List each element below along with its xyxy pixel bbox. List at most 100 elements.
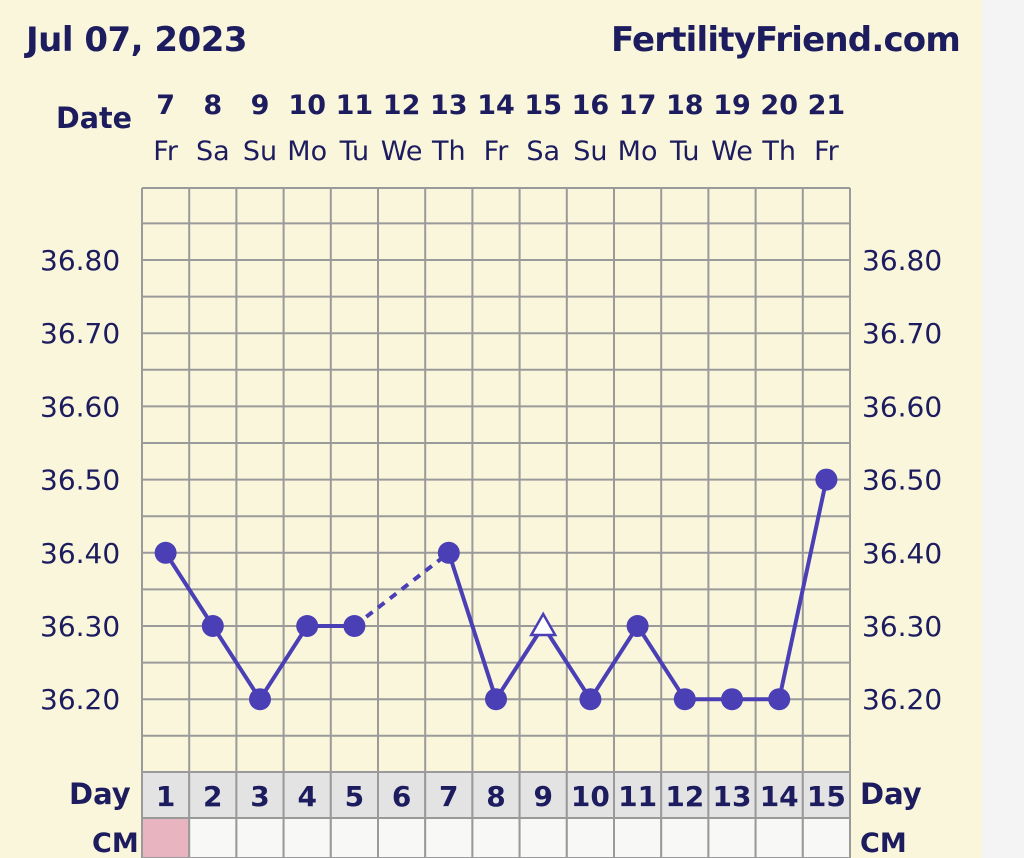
data-point <box>626 615 649 637</box>
cm-cell <box>188 817 238 858</box>
date-label: 19 <box>713 90 751 121</box>
cm-cell <box>707 817 757 858</box>
data-point <box>437 541 460 564</box>
date-label: 12 <box>383 90 421 121</box>
cm-cell <box>754 817 804 858</box>
data-point-triangle <box>529 611 558 637</box>
cycle-day-label: 14 <box>760 780 799 813</box>
date-label: 11 <box>336 90 374 121</box>
grid <box>141 187 851 858</box>
day-cell <box>660 771 710 819</box>
cm-cell <box>424 817 474 858</box>
cm-cell <box>377 817 427 858</box>
weekday-label: Sa <box>196 136 230 167</box>
weekday-label: Th <box>761 136 796 167</box>
weekday-label: Su <box>573 136 607 167</box>
data-point <box>673 688 696 711</box>
y-tick-right: 36.60 <box>862 390 942 423</box>
line-segment <box>494 624 545 701</box>
line-segment <box>588 624 640 701</box>
data-point <box>815 468 838 491</box>
weekday-label: Fr <box>814 136 840 167</box>
cycle-day-label: 12 <box>665 780 704 813</box>
cycle-day-label: 1 <box>156 780 175 813</box>
weekday-label: Sa <box>526 136 560 167</box>
day-cell <box>424 771 474 819</box>
chart-date-title: Jul 07, 2023 <box>26 20 248 60</box>
line-segment <box>211 624 262 701</box>
data-point <box>296 615 319 637</box>
line-segment <box>163 551 215 628</box>
weekday-label: Tu <box>339 136 370 167</box>
cycle-day-label: 15 <box>807 780 846 813</box>
weekday-label: Th <box>431 136 466 167</box>
weekday-label: Fr <box>484 136 510 167</box>
data-point <box>249 688 271 711</box>
data-point <box>343 615 366 637</box>
date-label: 16 <box>572 90 610 121</box>
cycle-day-label: 4 <box>297 780 316 813</box>
cm-cell <box>329 817 379 858</box>
chart-panel <box>0 0 982 858</box>
cycle-day-label: 13 <box>713 780 752 813</box>
cm-cell <box>235 817 285 858</box>
date-label: 15 <box>524 90 562 121</box>
y-tick-right: 36.70 <box>862 317 942 350</box>
cycle-day-label: 8 <box>486 780 505 813</box>
line-segment <box>635 624 687 701</box>
date-label: 7 <box>156 90 175 121</box>
weekday-label: Mo <box>618 136 658 167</box>
y-tick-left: 36.30 <box>40 610 120 643</box>
line-segment <box>541 624 593 701</box>
cm-cell <box>471 817 521 858</box>
date-label: 17 <box>619 90 657 121</box>
y-tick-right: 36.20 <box>862 683 942 716</box>
date-label: 14 <box>477 90 515 121</box>
cycle-day-label: 11 <box>618 780 657 813</box>
cm-cell <box>518 817 568 858</box>
cycle-day-label: 6 <box>392 780 411 813</box>
weekday-label: Su <box>243 136 277 167</box>
cm-cell <box>282 817 332 858</box>
cm-row-label-right: CM <box>860 828 907 858</box>
y-tick-left: 36.80 <box>40 244 120 277</box>
weekday-label: We <box>711 136 753 167</box>
data-point <box>154 541 177 564</box>
y-tick-left: 36.50 <box>40 464 120 497</box>
y-tick-left: 36.60 <box>40 390 120 423</box>
cm-cell <box>660 817 710 858</box>
y-tick-right: 36.40 <box>862 537 942 570</box>
cm-row-label-left: CM <box>92 828 139 858</box>
weekday-label: Fr <box>153 136 179 167</box>
day-row-label-left: Day <box>69 777 131 811</box>
temperature-points <box>154 468 838 711</box>
cm-cell <box>565 817 615 858</box>
weekday-label: Mo <box>287 136 327 167</box>
cm-cell <box>801 817 851 858</box>
line-segment <box>446 552 498 700</box>
date-label: 18 <box>666 90 704 121</box>
cm-cell <box>613 817 663 858</box>
data-point <box>579 688 602 711</box>
cycle-day-label: 7 <box>439 780 458 813</box>
data-point <box>768 688 791 711</box>
y-tick-left: 36.70 <box>40 317 120 350</box>
cycle-day-label: 10 <box>571 780 610 813</box>
y-tick-left: 36.40 <box>40 537 120 570</box>
date-row-label: Date <box>56 101 132 135</box>
date-label: 10 <box>288 90 326 121</box>
line-segment-dashed <box>353 551 451 628</box>
y-tick-right: 36.50 <box>862 464 942 497</box>
y-tick-left: 36.20 <box>40 683 120 716</box>
day-cell <box>754 771 804 819</box>
day-row-label-right: Day <box>860 777 922 811</box>
day-cell <box>377 771 427 819</box>
day-cells <box>141 771 851 858</box>
data-point <box>201 615 224 637</box>
weekday-label: We <box>381 136 423 167</box>
y-tick-right: 36.30 <box>862 610 942 643</box>
cycle-day-label: 2 <box>203 780 222 813</box>
date-label: 20 <box>760 90 798 121</box>
